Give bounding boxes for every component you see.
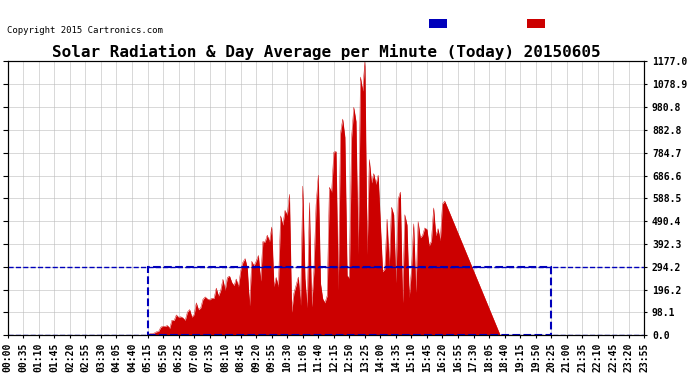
Bar	[148, 267, 551, 335]
Legend: Median (W/m2), Radiation (W/m2): Median (W/m2), Radiation (W/m2)	[427, 17, 640, 30]
Text: Copyright 2015 Cartronics.com: Copyright 2015 Cartronics.com	[7, 26, 163, 35]
Title: Solar Radiation & Day Average per Minute (Today) 20150605: Solar Radiation & Day Average per Minute…	[52, 44, 600, 60]
